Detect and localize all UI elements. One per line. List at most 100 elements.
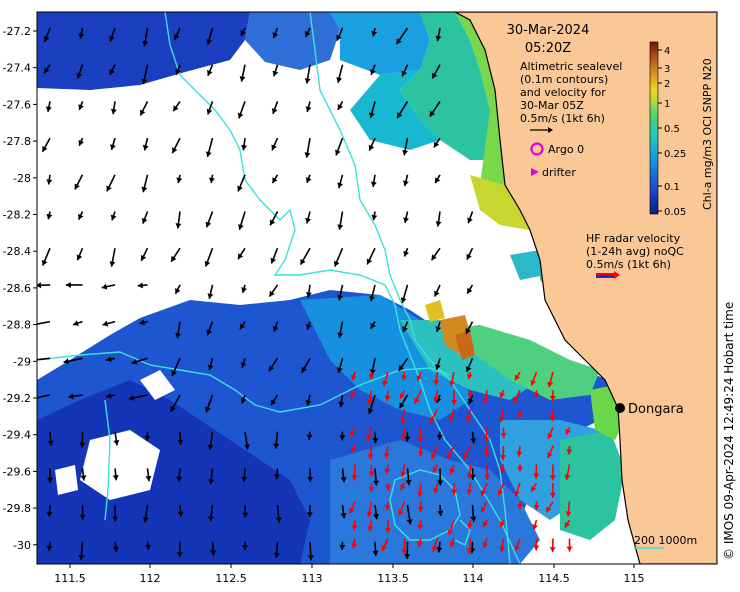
lat-tick-label: -29.6 [3,465,31,478]
altimetry-arrow [333,247,344,267]
altimetry-arrow [46,505,53,517]
altimetry-arrow [208,505,215,522]
altimetry-arrow [337,101,344,111]
altimetry-arrow [466,284,474,294]
altimetry-arrow [270,247,279,264]
altimetry-arrow [112,505,119,522]
hf-radar-arrow [414,390,422,404]
hf-radar-arrow [366,501,373,517]
hf-radar-arrow [466,519,473,529]
altimetry-arrow [470,431,477,444]
isobath-contours [37,12,521,564]
altimetry-arrow [238,211,246,231]
hf-radar-arrow [449,464,455,475]
altimetry-arrow [142,27,149,47]
hf-radar-arrow [365,427,373,442]
altimetry-arrow [337,321,344,339]
hf-radar-arrow [549,390,556,401]
altimetry-arrow [76,247,84,261]
altimetry-arrow [304,137,311,158]
altimetry-arrow [335,137,344,156]
lon-tick-label: 113 [302,572,323,585]
altimetry-arrow [141,211,149,224]
altimetry-arrow [366,247,376,265]
altimetry-arrow [177,431,184,445]
hf-radar-arrow [433,482,439,494]
altimetry-arrow [105,356,116,363]
lat-tick-label: -28.6 [3,282,31,295]
altimetry-arrow [339,431,346,441]
hf-radar-arrow [417,538,423,547]
altimetry-arrow [305,284,312,298]
latitude-axis: -27.2 -27.4 -27.6 -27.8 -28 -28.2 -28.4 -28.6 -2… [3,25,37,552]
colorbar-tick-label: 1 [664,99,670,110]
hf-radar-arrow [385,482,392,491]
altimetry-arrow [270,394,279,406]
colorbar-tick-label: 0.1 [664,182,680,193]
altimetry-arrow [145,541,151,551]
altimetry-arrow [207,284,214,300]
altimetry-arrow [305,101,312,113]
altimetry-arrow [275,505,282,523]
altimetry-arrow [43,27,51,43]
altimetry-arrow [78,137,84,147]
altimetry-arrow [79,505,86,520]
altimetry-arrow [110,211,117,221]
altimetry-arrow [43,64,51,74]
colorbar-tick-label: 0.25 [664,149,686,160]
hf-radar-arrow [566,445,573,455]
hf-radar-arrow [417,427,424,443]
lon-tick-label: 111.5 [54,572,86,585]
altimetry-arrow [400,284,409,304]
altimetry-arrow [337,284,344,301]
altimetry-arrow [371,211,378,221]
altimetry-arrow [305,394,312,406]
hf-radar-arrow [549,464,556,481]
altimetry-arrow [237,174,246,192]
altimetry-arrow [307,468,314,482]
hf-radar-arrow [547,371,554,388]
altimetry-arrow [431,64,441,79]
hf-radar-arrow [482,390,489,404]
hf-radar-arrow [433,390,440,403]
hf-radar-arrow [368,371,375,380]
hf-radar-arrow [482,538,489,548]
altimetry-arrow [369,284,376,302]
hf-radar-arrow [566,538,573,552]
hf-radar-arrow [517,464,524,472]
altimetry-arrow [435,211,442,227]
altimetry-arrow [65,281,83,288]
altimetry-arrow [398,357,409,372]
altimetry-arrow [206,101,214,115]
hf-radar-arrow [381,538,389,552]
altimetry-arrow [240,27,246,37]
altimetry-arrow [78,101,84,111]
lon-tick-label: 112 [140,572,161,585]
hf-radar-arrow [447,519,455,536]
altimetry-arrow [337,211,344,230]
altimetry-arrow [142,137,149,151]
hf-radar-arrow [516,445,523,457]
hf-radar-arrow [400,464,407,478]
hf-radar-arrow [368,464,375,477]
altimetry-arrow [105,392,116,399]
hf-radar-arrow [462,445,472,460]
altimetry-arrow [112,468,119,481]
dongara-marker-icon [615,403,625,413]
lat-tick-label: -29.8 [3,502,31,515]
altimetry-arrow [368,101,376,119]
altimetry-arrow [406,504,413,525]
altimetry-arrow [78,27,85,39]
altimetry-arrow [172,100,181,112]
altimetry-arrow [272,27,279,39]
altimetry-arrow [307,541,314,561]
altimetry-arrow [269,211,279,226]
altimetry-arrow [45,101,52,113]
altimetry-arrow [306,321,312,330]
altimetry-arrow [110,101,117,115]
hf-radar-arrow [466,482,473,495]
hf-radar-arrow [417,482,423,497]
hf-radar-arrow [401,538,408,555]
altimetry-arrow [372,541,379,556]
altimetry-arrow [271,137,279,151]
